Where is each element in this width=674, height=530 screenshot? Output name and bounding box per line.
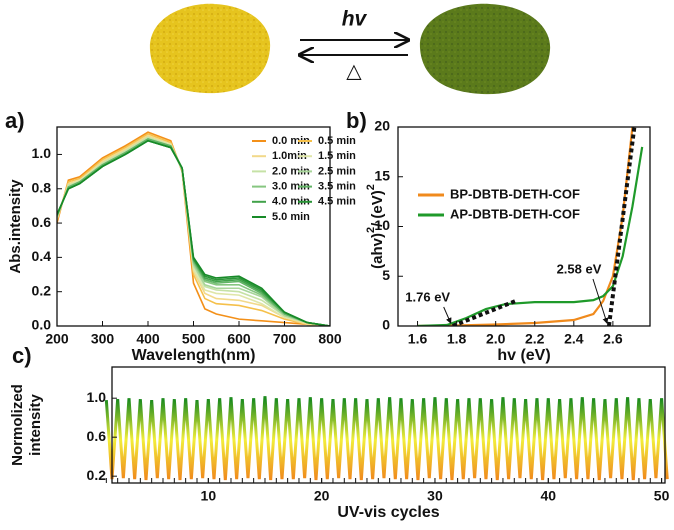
- x-tick-label: 2.4: [564, 331, 584, 347]
- annotation: 2.58 eV: [557, 261, 602, 276]
- legend-label: 1.0min: [272, 150, 307, 162]
- y-axis-label: Normolized: [9, 384, 26, 466]
- green-powder: [419, 3, 551, 95]
- x-tick-label: 10: [201, 488, 217, 504]
- y-tick-label: 20: [374, 118, 390, 134]
- x-axis-label: UV-vis cycles: [337, 504, 439, 521]
- legend-label: 5.0 min: [272, 211, 310, 223]
- label-part: (ahv): [369, 233, 386, 269]
- y-tick-label: 1.0: [87, 389, 107, 405]
- superscript: 2: [365, 184, 377, 190]
- x-tick-label: 30: [427, 488, 443, 504]
- series-line: [57, 134, 330, 326]
- panel-label: a): [5, 108, 25, 133]
- y-axis-label: (ahv)2/ (eV)2: [365, 184, 386, 269]
- y-tick-label: 0: [382, 317, 390, 333]
- annotation-arrow: [592, 278, 609, 324]
- x-tick-label: 50: [654, 488, 670, 504]
- y-tick-label: 5: [382, 267, 390, 283]
- x-tick-label: 400: [136, 331, 160, 347]
- cycle-line: [104, 396, 669, 481]
- legend-label: 4.5 min: [318, 196, 356, 208]
- legend-label: 0.5 min: [318, 135, 356, 147]
- y-tick-label: 0.4: [32, 248, 52, 264]
- superscript: 2: [365, 227, 377, 233]
- series-line: [417, 146, 644, 326]
- label-part: / (eV): [369, 190, 386, 227]
- annotation-arrow: [443, 306, 452, 324]
- y-tick-label: 0.6: [32, 214, 52, 230]
- y-tick-label: 0.0: [32, 317, 52, 333]
- x-tick-label: 20: [314, 488, 330, 504]
- x-tick-label: 1.8: [447, 331, 467, 347]
- series-line: [57, 132, 330, 326]
- x-tick-label: 2.2: [525, 331, 545, 347]
- x-tick-label: 1.6: [408, 331, 428, 347]
- annotation: 1.76 eV: [405, 289, 450, 304]
- legend-label: 3.0 min: [272, 181, 310, 193]
- legend-label: 3.5 min: [318, 181, 356, 193]
- light-label: hv: [342, 8, 368, 31]
- x-tick-label: 600: [227, 331, 251, 347]
- y-tick-label: 1.0: [32, 145, 52, 161]
- legend-label: 1.5 min: [318, 150, 356, 162]
- panel-label: b): [346, 108, 367, 133]
- x-tick-label: 300: [91, 331, 115, 347]
- x-tick-label: 500: [182, 331, 206, 347]
- legend-label: BP-DBTB-DETH-COF: [450, 186, 580, 201]
- x-tick-label: 2.0: [486, 331, 506, 347]
- series-line: [57, 139, 330, 326]
- legend-label: 2.0 min: [272, 165, 310, 177]
- yellow-powder: [149, 3, 271, 94]
- y-tick-label: 10: [374, 217, 390, 233]
- x-tick-label: 700: [273, 331, 297, 347]
- x-tick-label: 800: [318, 331, 342, 347]
- y-axis-label: intensity: [27, 394, 44, 456]
- heat-label: △: [346, 60, 362, 82]
- x-tick-label: 200: [45, 331, 69, 347]
- x-axis-label: hv (eV): [497, 347, 550, 364]
- panel-label: c): [12, 343, 32, 368]
- legend-label: 4.0 min: [272, 196, 310, 208]
- y-tick-label: 0.2: [32, 282, 52, 298]
- y-tick-label: 0.6: [87, 428, 107, 444]
- x-tick-label: 2.6: [603, 331, 623, 347]
- y-axis-label: Abs.intensity: [7, 179, 24, 274]
- legend-label: 2.5 min: [318, 165, 356, 177]
- y-tick-label: 0.8: [32, 179, 52, 195]
- y-tick-label: 15: [374, 167, 390, 183]
- legend-label: 0.0 min: [272, 135, 310, 147]
- fit-line: [451, 299, 516, 326]
- x-axis-label: Wavelength(nm): [132, 347, 256, 364]
- x-tick-label: 40: [540, 488, 556, 504]
- legend-label: AP-DBTB-DETH-COF: [450, 206, 580, 221]
- fit-line: [606, 127, 637, 326]
- y-tick-label: 0.2: [87, 467, 107, 483]
- plot-frame: [111, 366, 666, 484]
